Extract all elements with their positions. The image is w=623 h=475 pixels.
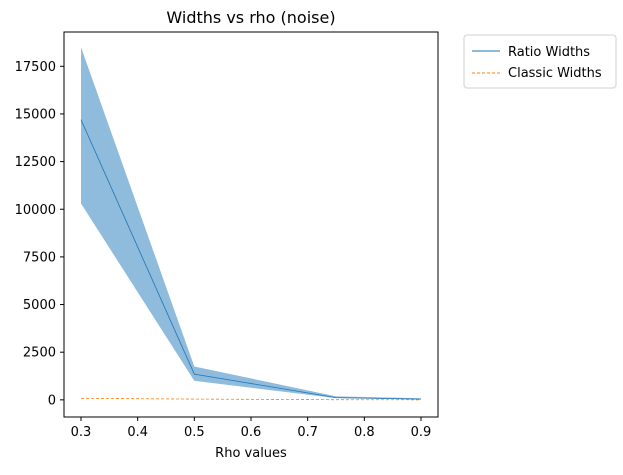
x-tick-label: 0.7 (297, 425, 318, 440)
y-tick-label: 10000 (15, 203, 56, 218)
y-tick-label: 12500 (15, 155, 56, 170)
x-axis-label: Rho values (215, 446, 287, 461)
x-tick-label: 0.3 (71, 425, 92, 440)
x-tick-label: 0.8 (354, 425, 375, 440)
legend-label-classic-widths: Classic Widths (508, 66, 602, 81)
legend-label-ratio-widths: Ratio Widths (508, 45, 590, 60)
chart-title: Widths vs rho (noise) (166, 8, 335, 27)
y-tick-label: 7500 (23, 250, 56, 265)
legend: Ratio Widths Classic Widths (464, 35, 616, 88)
x-tick-label: 0.6 (241, 425, 262, 440)
plot-area (81, 47, 421, 400)
x-tick-label: 0.5 (184, 425, 205, 440)
x-tick-label: 0.4 (127, 425, 148, 440)
x-tick-label: 0.9 (411, 425, 432, 440)
band-ratio-widths (81, 47, 421, 399)
y-tick-label: 5000 (23, 298, 56, 313)
x-axis: 0.3 0.4 0.5 0.6 0.7 0.8 0.9 (71, 417, 432, 440)
y-tick-label: 17500 (15, 60, 56, 75)
y-tick-label: 2500 (23, 346, 56, 361)
y-tick-label: 15000 (15, 107, 56, 122)
y-tick-label: 0 (48, 393, 56, 408)
y-axis: 0 2500 5000 7500 10000 12500 15000 17500 (15, 60, 64, 409)
